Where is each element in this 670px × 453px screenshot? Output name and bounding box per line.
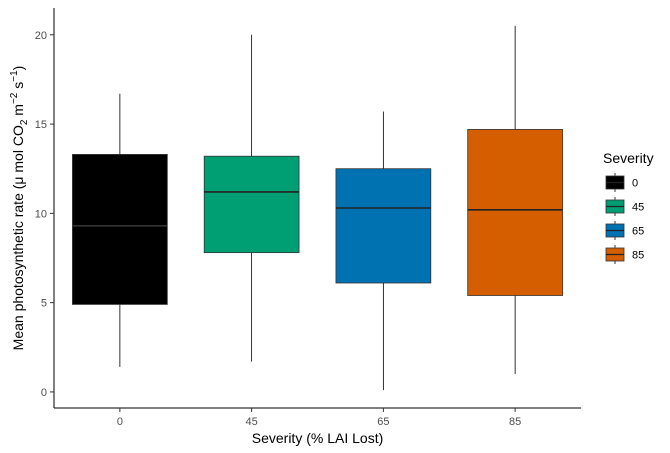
y-title-sub2: 2 <box>19 119 30 125</box>
y-tick-label: 15 <box>35 119 47 131</box>
legend-label: 0 <box>632 178 638 190</box>
y-title-exp-m: −2 <box>9 92 20 104</box>
legend-label: 85 <box>632 250 644 262</box>
legend-item-85: 85 <box>605 245 644 264</box>
legend: Severity 0 45 65 85 <box>603 150 654 264</box>
y-tick-label: 10 <box>35 208 47 220</box>
y-title-s: s <box>10 82 26 93</box>
box-group-0 <box>72 93 168 367</box>
x-axis-ticks: 0 45 65 85 <box>117 408 521 428</box>
box <box>203 155 300 254</box>
y-title-m: m <box>10 104 26 120</box>
box-group-85 <box>467 25 563 375</box>
x-tick-label: 65 <box>377 416 389 428</box>
legend-item-65: 65 <box>605 221 644 240</box>
legend-item-45: 45 <box>605 197 644 216</box>
box <box>467 129 563 296</box>
x-axis-title: Severity (% LAI Lost) <box>252 430 384 446</box>
x-tick-label: 45 <box>246 416 258 428</box>
y-title-prefix: Mean photosynthetic rate ( <box>10 184 26 350</box>
x-tick-label: 85 <box>509 416 521 428</box>
y-axis-ticks: 0 5 10 15 20 <box>35 30 54 399</box>
plot-panel <box>72 25 563 391</box>
y-tick-label: 20 <box>35 30 47 42</box>
legend-label: 65 <box>632 226 644 238</box>
legend-item-0: 0 <box>605 173 638 192</box>
legend-title: Severity <box>603 150 654 166</box>
y-title-mid: mol CO <box>10 125 26 176</box>
y-title-suffix: ) <box>10 66 26 71</box>
legend-label: 45 <box>632 202 644 214</box>
box-group-45 <box>203 34 300 362</box>
box <box>335 168 432 284</box>
y-title-exp-s: −1 <box>9 70 20 82</box>
y-axis-title: Mean photosynthetic rate (μ mol CO2 m−2 … <box>9 66 30 351</box>
y-tick-label: 5 <box>41 298 47 310</box>
box <box>72 154 168 305</box>
x-tick-label: 0 <box>117 416 123 428</box>
box-group-65 <box>335 111 432 391</box>
y-title-mu: μ <box>10 177 26 185</box>
y-tick-label: 0 <box>41 387 47 399</box>
